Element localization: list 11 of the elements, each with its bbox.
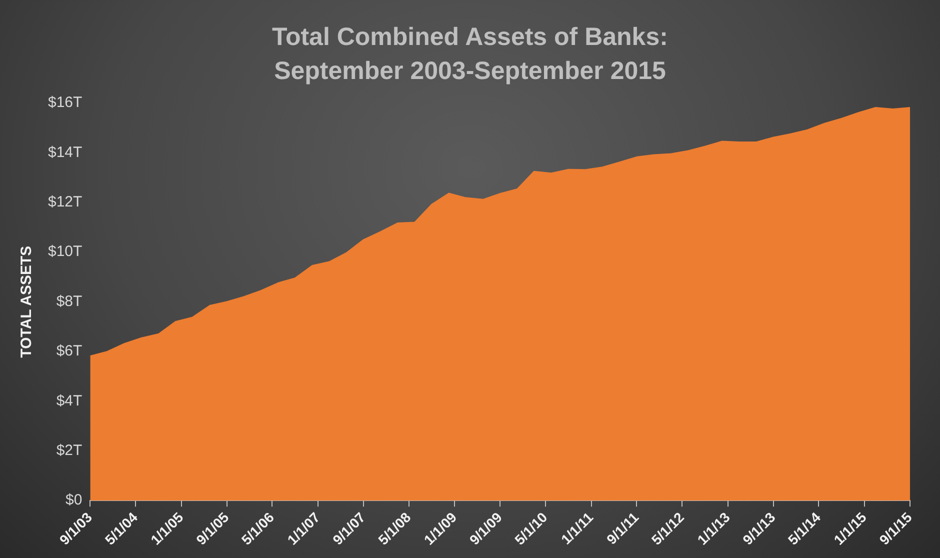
y-tick-label: $0 bbox=[66, 492, 82, 509]
y-tick-label: $8T bbox=[56, 292, 82, 310]
y-tick-label: $10T bbox=[48, 243, 82, 260]
y-axis-title: TOTAL ASSETS bbox=[18, 246, 36, 358]
y-tick-label: $16T bbox=[48, 94, 82, 112]
y-tick-label: $6T bbox=[56, 342, 82, 360]
y-tick-label: $14T bbox=[48, 144, 82, 161]
y-tick-label: $4T bbox=[56, 392, 82, 410]
y-tick-label: $12T bbox=[48, 194, 82, 211]
y-tick-label: $2T bbox=[56, 442, 82, 460]
chart-title: Total Combined Assets of Banks: September 2003-September 2015 bbox=[271, 22, 669, 87]
